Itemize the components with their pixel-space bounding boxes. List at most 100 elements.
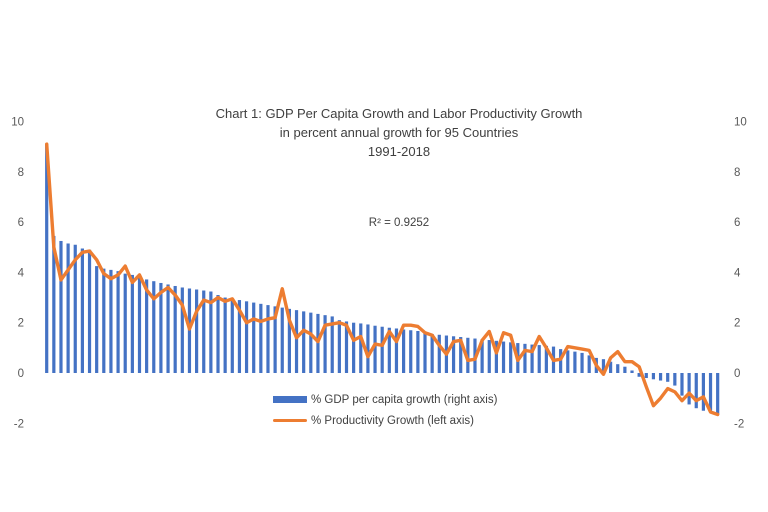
gdp-growth-bar [59,240,63,373]
gdp-growth-bar [145,279,149,373]
gdp-growth-bar [273,306,277,373]
gdp-growth-bar [658,373,663,381]
gdp-growth-bar [494,340,498,373]
gdp-growth-bar [45,144,49,373]
gdp-growth-bar [237,300,242,373]
gdp-growth-bar [294,310,299,374]
productivity-line-series [45,142,720,417]
gdp-growth-bar [459,337,463,373]
gdp-growth-bar [509,342,513,373]
gdp-growth-bar [95,266,99,373]
gdp-growth-bar [416,331,420,373]
axis-tick-label: 8 [18,167,24,179]
gdp-growth-bar [644,373,648,379]
gdp-growth-bar [716,373,720,415]
gdp-growth-bar [480,339,484,373]
gdp-bar-series [45,144,720,415]
gdp-growth-bar [223,297,227,373]
chart-title: Chart 1: GDP Per Capita Growth and Labor… [32,104,766,161]
gdp-growth-bar [708,373,713,412]
gdp-growth-bar [387,327,391,373]
axis-tick-label: 10 [11,117,24,129]
axis-tick-label: 4 [734,267,741,279]
gdp-growth-bar [380,326,384,373]
gdp-growth-bar [316,313,320,373]
gdp-growth-bar [187,288,192,373]
gdp-growth-bar [266,305,270,373]
legend: % GDP per capita growth (right axis) % P… [273,392,497,434]
gdp-growth-bar [323,315,327,373]
gdp-growth-bar [152,281,156,373]
gdp-growth-bar [130,274,134,373]
axis-tick-label: 6 [18,217,24,229]
gdp-growth-bar [180,287,184,373]
axis-tick-label: 2 [18,318,24,330]
gdp-growth-bar [609,361,613,373]
legend-item-productivity: % Productivity Growth (left axis) [273,413,497,428]
gdp-growth-bar [523,343,527,373]
gdp-growth-bar [287,308,291,373]
gdp-growth-bar [159,282,163,373]
gdp-growth-bar [559,349,563,373]
gdp-growth-bar [402,329,406,373]
legend-label-productivity: % Productivity Growth (left axis) [311,414,474,427]
gdp-growth-bar [687,373,691,405]
gdp-growth-bar [87,249,92,373]
gdp-growth-bar [423,331,427,373]
gdp-growth-bar [409,330,413,373]
gdp-growth-bar [430,334,434,373]
axis-tick-label: 2 [734,318,740,330]
axis-tick-label: 0 [734,368,740,380]
gdp-growth-bar [173,285,177,373]
r-squared-annotation: R² = 0.9252 [368,217,430,229]
gdp-growth-bar [80,248,84,373]
right-axis-tick-labels: 10 8 6 4 2 0 -2 [734,117,747,431]
axis-tick-label: 6 [734,217,740,229]
gdp-growth-bar [202,290,206,373]
gdp-growth-bar [244,301,249,373]
gdp-growth-bar [623,366,627,373]
gdp-growth-bar [651,373,656,380]
gdp-growth-bar [487,340,491,373]
gdp-growth-bar [373,325,377,373]
gdp-growth-bar [66,243,70,373]
gdp-growth-bar [530,344,534,373]
gdp-growth-bar [209,291,213,373]
gdp-growth-bar [344,321,349,373]
gdp-growth-bar [102,268,106,373]
axis-tick-label: 8 [734,167,740,179]
gdp-growth-bar [166,284,170,373]
gdp-growth-bar [123,273,127,373]
chart-title-line1: Chart 1: GDP Per Capita Growth and Labor… [215,106,583,121]
gdp-growth-bar [230,298,234,373]
gdp-growth-bar [259,303,263,373]
axis-tick-label: 4 [18,267,25,279]
axis-tick-label: 0 [18,368,24,380]
chart-title-line3: 1991-2018 [367,144,431,159]
gdp-growth-bar [116,271,120,373]
gdp-growth-bar [280,307,284,373]
gdp-growth-bar [587,355,591,373]
gdp-growth-bar [573,351,577,373]
gdp-growth-bar [601,359,606,373]
gdp-growth-bar [137,277,142,373]
gdp-growth-bar [451,336,456,373]
gdp-growth-bar [544,345,548,373]
gdp-growth-bar [630,370,634,373]
left-axis-tick-labels: 10 8 6 4 2 0 -2 [11,117,24,431]
gdp-growth-bar [330,316,334,373]
gdp-growth-bar [302,311,306,373]
gdp-growth-bar [566,350,570,373]
gdp-growth-bar [252,302,256,373]
gdp-growth-bar [359,323,363,373]
gdp-growth-bar [366,324,370,373]
gdp-growth-bar [680,373,684,396]
axis-tick-label: -2 [14,418,24,430]
gdp-growth-bar [109,269,113,373]
gdp-growth-bar [337,320,341,373]
gdp-growth-bar [216,295,220,373]
chart-title-line2: in percent annual growth for 95 Countrie… [279,125,519,140]
gdp-growth-bar [701,373,705,411]
gdp-growth-bar [352,322,356,373]
